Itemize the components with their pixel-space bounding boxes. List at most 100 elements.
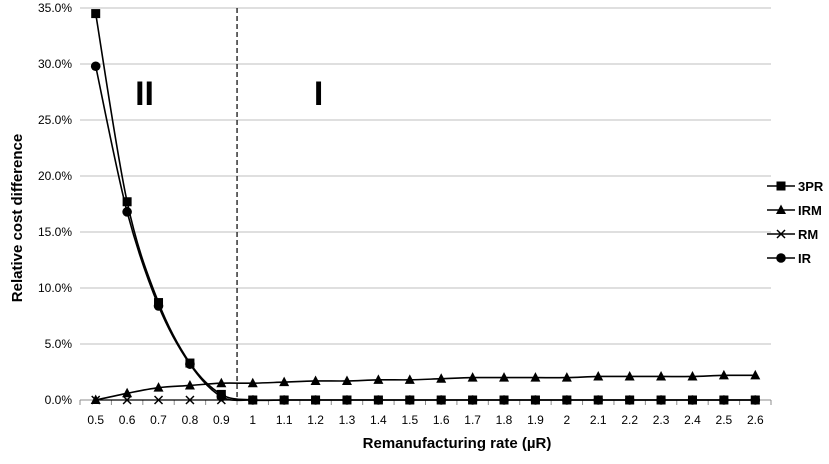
x-tick-label: 0.5 [87, 413, 104, 427]
x-marker [776, 229, 786, 239]
legend-entry: 3PR [767, 179, 824, 194]
triangle-marker [310, 375, 321, 385]
x-tick-label: 1.9 [527, 413, 544, 427]
triangle-marker [404, 374, 415, 384]
square-marker [122, 197, 132, 207]
circle-marker [750, 395, 761, 405]
x-marker-stroke [122, 395, 132, 405]
x-tick-label: 1.1 [276, 413, 293, 427]
circle-marker [593, 395, 604, 405]
x-tick-label: 2.6 [747, 413, 764, 427]
x-marker [185, 395, 195, 405]
triangle-marker [153, 382, 164, 392]
triangle-marker [467, 372, 478, 382]
y-tick-label: 0.0% [45, 393, 73, 407]
x-marker-stroke [776, 229, 786, 239]
series-group [90, 9, 761, 405]
x-tick-label: 1.7 [464, 413, 481, 427]
circle-marker [310, 395, 321, 405]
circle-marker [90, 61, 101, 72]
legend-entry: IR [767, 251, 812, 266]
x-tick-label: 2.1 [590, 413, 607, 427]
circle-marker [719, 395, 729, 405]
triangle-marker [341, 375, 352, 385]
x-tick-label: 1.5 [401, 413, 418, 427]
triangle-marker [499, 372, 510, 382]
legend-label: IRM [798, 203, 822, 218]
triangle-marker [436, 373, 447, 383]
circle-marker [404, 395, 415, 405]
x-tick-label: 1.2 [307, 413, 324, 427]
legend-entry: RM [767, 227, 818, 242]
x-tick-label: 0.9 [213, 413, 230, 427]
x-tick-label: 2.4 [684, 413, 701, 427]
region-label: II [135, 75, 154, 113]
circle-marker [122, 207, 132, 217]
legend-label: RM [798, 227, 818, 242]
circle-marker [153, 301, 164, 311]
legend-label: 3PR [798, 179, 824, 194]
square-marker [91, 9, 101, 19]
x-axis-title: Remanufacturing rate (µR) [363, 435, 552, 452]
y-tick-label: 25.0% [38, 113, 72, 127]
x-tick-label: 1 [249, 413, 256, 427]
triangle-marker [624, 370, 635, 381]
circle-marker [656, 395, 666, 405]
legend-label: IR [798, 251, 812, 266]
triangle-marker [184, 379, 195, 390]
x-marker [122, 395, 132, 405]
circle-marker [247, 395, 258, 405]
y-tick-label: 15.0% [38, 225, 72, 239]
series-3pr [91, 9, 760, 405]
x-tick-label: 1.4 [370, 413, 387, 427]
triangle-marker [279, 376, 290, 387]
x-marker-stroke [185, 395, 195, 405]
triangle-marker [561, 372, 572, 382]
circle-marker [776, 253, 786, 263]
x-tick-label: 2.2 [621, 413, 638, 427]
x-tick-label: 2.3 [653, 413, 670, 427]
series-line [94, 66, 756, 402]
x-marker-stroke [91, 395, 101, 405]
square-marker [776, 181, 786, 191]
x-tick-label: 2.5 [716, 413, 733, 427]
triangle-marker [687, 370, 698, 381]
circle-marker [342, 395, 352, 405]
circle-marker [279, 395, 289, 405]
triangle-marker [373, 374, 384, 384]
x-tick-label: 0.8 [182, 413, 199, 427]
triangle-marker [530, 372, 541, 382]
circle-marker [687, 395, 698, 405]
x-tick-label: 1.3 [339, 413, 356, 427]
region-label: I [314, 75, 323, 113]
circle-marker [467, 395, 478, 405]
x-tick-label: 0.6 [119, 413, 136, 427]
x-tick-label: 1.6 [433, 413, 450, 427]
gridlines [80, 7, 771, 401]
triangle-marker [247, 377, 258, 388]
y-tick-label: 30.0% [38, 57, 72, 71]
series-ir [90, 61, 761, 405]
x-tick-labels: 0.5 0.6 0.7 0.8 0.9 1 1.1 1.2 1.3 1.4 1.5 1.6 1.7 1.8… [79, 400, 772, 427]
legend: 3PR IRM RM IR [767, 179, 824, 266]
legend-entry: IRM [767, 203, 822, 218]
x-tick-label: 1.8 [496, 413, 513, 427]
y-tick-label: 20.0% [38, 169, 72, 183]
circle-marker [624, 395, 635, 405]
triangle-marker [593, 370, 604, 381]
circle-marker [499, 395, 509, 405]
triangle-marker [718, 369, 729, 380]
triangle-marker [216, 377, 227, 388]
x-marker [91, 395, 101, 405]
circle-marker [373, 395, 384, 405]
triangle-marker [122, 387, 133, 398]
circle-marker [562, 395, 572, 405]
x-marker [153, 395, 164, 405]
circle-marker [436, 395, 447, 405]
x-tick-label: 2 [563, 413, 570, 427]
y-tick-label: 35.0% [38, 1, 72, 15]
circle-marker [216, 391, 227, 402]
y-axis-title: Relative cost difference [9, 134, 26, 302]
y-tick-label: 5.0% [45, 337, 73, 351]
